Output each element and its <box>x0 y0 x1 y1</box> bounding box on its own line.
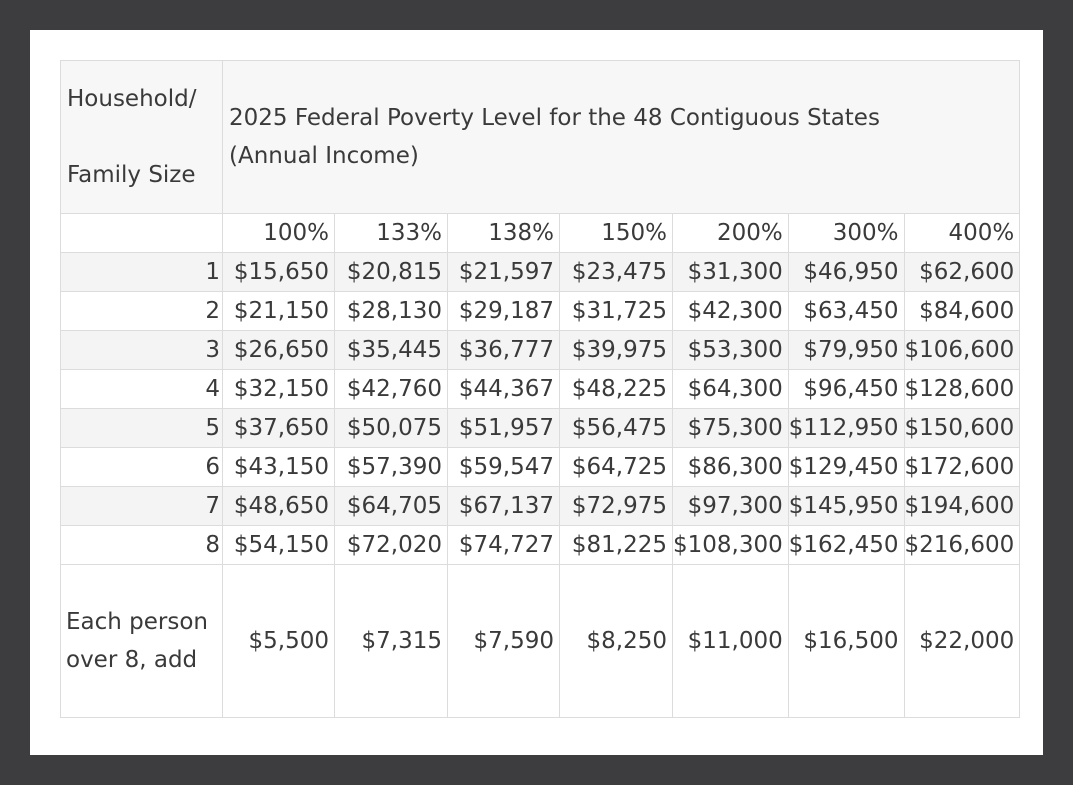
income-value-cell: $64,725 <box>559 447 673 487</box>
income-value-cell: $42,760 <box>334 369 448 409</box>
income-value-cell: $48,650 <box>222 486 335 526</box>
income-value-cell: $35,445 <box>334 330 448 370</box>
income-value-cell: $64,300 <box>672 369 789 409</box>
additional-person-value-cell: $11,000 <box>672 564 789 718</box>
each-additional-person-row: Each person over 8, add $5,500 $7,315 $7,590… <box>60 564 1021 718</box>
percentage-header: 300% <box>787 213 905 253</box>
household-size-cell: 6 <box>60 447 223 487</box>
income-value-cell: $72,020 <box>334 525 448 565</box>
household-size-cell: 7 <box>60 486 223 526</box>
household-size-cell: 5 <box>60 408 223 448</box>
household-size-cell: 1 <box>60 252 223 292</box>
each-additional-person-label-line2: over 8, add <box>66 647 198 673</box>
table-row: 8 $54,150 $72,020 $74,727 $81,225 $108,300 $16… <box>60 525 1021 565</box>
additional-person-value-cell: $7,315 <box>334 564 448 718</box>
income-value-cell: $108,300 <box>672 525 789 565</box>
income-value-cell: $31,300 <box>672 252 789 292</box>
income-value-cell: $51,957 <box>447 408 560 448</box>
table-row: 4 $32,150 $42,760 $44,367 $48,225 $64,300 $96,… <box>60 369 1021 409</box>
income-value-cell: $56,475 <box>559 408 673 448</box>
income-value-cell: $81,225 <box>559 525 673 565</box>
income-value-cell: $84,600 <box>903 291 1021 331</box>
income-value-cell: $64,705 <box>334 486 448 526</box>
income-value-cell: $96,450 <box>787 369 905 409</box>
table-title: 2025 Federal Poverty Level for the 48 Co… <box>221 60 1021 214</box>
income-value-cell: $36,777 <box>447 330 560 370</box>
income-value-cell: $54,150 <box>222 525 335 565</box>
percentage-header: 150% <box>559 213 673 253</box>
income-value-cell: $86,300 <box>672 447 789 487</box>
percentage-header: 400% <box>903 213 1021 253</box>
income-value-cell: $37,650 <box>222 408 335 448</box>
household-size-cell: 4 <box>60 369 223 409</box>
income-value-cell: $46,950 <box>787 252 905 292</box>
additional-person-value-cell: $8,250 <box>559 564 673 718</box>
additional-person-value-cell: $5,500 <box>222 564 335 718</box>
poverty-level-table: Household/ Family Size 2025 Federal Pove… <box>60 60 1021 718</box>
income-value-cell: $79,950 <box>787 330 905 370</box>
income-value-cell: $97,300 <box>672 486 789 526</box>
percentage-header-empty <box>60 213 223 253</box>
header-row: Household/ Family Size 2025 Federal Pove… <box>60 60 1021 214</box>
income-value-cell: $20,815 <box>334 252 448 292</box>
income-value-cell: $194,600 <box>903 486 1021 526</box>
income-value-cell: $32,150 <box>222 369 335 409</box>
household-size-cell: 3 <box>60 330 223 370</box>
additional-person-value-cell: $22,000 <box>903 564 1021 718</box>
each-additional-person-label: Each person over 8, add <box>60 564 223 718</box>
each-additional-person-label-line1: Each person <box>66 609 208 635</box>
percentage-header: 100% <box>222 213 335 253</box>
table-row: 6 $43,150 $57,390 $59,547 $64,725 $86,300 $129… <box>60 447 1021 487</box>
table-row: 3 $26,650 $35,445 $36,777 $39,975 $53,300 $79,… <box>60 330 1021 370</box>
additional-person-value-cell: $7,590 <box>447 564 560 718</box>
income-value-cell: $150,600 <box>903 408 1021 448</box>
table-row: 7 $48,650 $64,705 $67,137 $72,975 $97,300 $145… <box>60 486 1021 526</box>
household-size-header-line1: Household/ <box>67 86 197 112</box>
table-row: 2 $21,150 $28,130 $29,187 $31,725 $42,300 $63,… <box>60 291 1021 331</box>
table-row: 5 $37,650 $50,075 $51,957 $56,475 $75,300 $112… <box>60 408 1021 448</box>
income-value-cell: $43,150 <box>222 447 335 487</box>
percentage-header: 138% <box>447 213 560 253</box>
income-value-cell: $129,450 <box>787 447 905 487</box>
table-row: 1 $15,650 $20,815 $21,597 $23,475 $31,300 $46,… <box>60 252 1021 292</box>
household-size-header-line2: Family Size <box>67 162 196 188</box>
income-value-cell: $106,600 <box>903 330 1021 370</box>
income-value-cell: $162,450 <box>787 525 905 565</box>
income-value-cell: $67,137 <box>447 486 560 526</box>
income-value-cell: $62,600 <box>903 252 1021 292</box>
income-value-cell: $21,597 <box>447 252 560 292</box>
income-value-cell: $50,075 <box>334 408 448 448</box>
income-value-cell: $59,547 <box>447 447 560 487</box>
income-value-cell: $74,727 <box>447 525 560 565</box>
percentage-header: 200% <box>672 213 789 253</box>
income-value-cell: $29,187 <box>447 291 560 331</box>
income-value-cell: $39,975 <box>559 330 673 370</box>
income-value-cell: $48,225 <box>559 369 673 409</box>
income-value-cell: $57,390 <box>334 447 448 487</box>
income-value-cell: $42,300 <box>672 291 789 331</box>
percentage-header: 133% <box>334 213 448 253</box>
income-value-cell: $31,725 <box>559 291 673 331</box>
table-title-text: 2025 Federal Poverty Level for the 48 Co… <box>229 105 880 169</box>
income-value-cell: $21,150 <box>222 291 335 331</box>
income-value-cell: $15,650 <box>222 252 335 292</box>
income-value-cell: $112,950 <box>787 408 905 448</box>
household-size-cell: 2 <box>60 291 223 331</box>
income-value-cell: $23,475 <box>559 252 673 292</box>
income-value-cell: $63,450 <box>787 291 905 331</box>
income-value-cell: $28,130 <box>334 291 448 331</box>
household-size-cell: 8 <box>60 525 223 565</box>
income-value-cell: $172,600 <box>903 447 1021 487</box>
percentage-header-row: 100% 133% 138% 150% 200% 300% 400% <box>60 213 1021 253</box>
household-size-header: Household/ Family Size <box>60 60 223 214</box>
income-value-cell: $75,300 <box>672 408 789 448</box>
income-value-cell: $216,600 <box>903 525 1021 565</box>
income-value-cell: $53,300 <box>672 330 789 370</box>
income-value-cell: $26,650 <box>222 330 335 370</box>
income-value-cell: $128,600 <box>903 369 1021 409</box>
additional-person-value-cell: $16,500 <box>787 564 905 718</box>
income-value-cell: $44,367 <box>447 369 560 409</box>
income-value-cell: $145,950 <box>787 486 905 526</box>
income-value-cell: $72,975 <box>559 486 673 526</box>
